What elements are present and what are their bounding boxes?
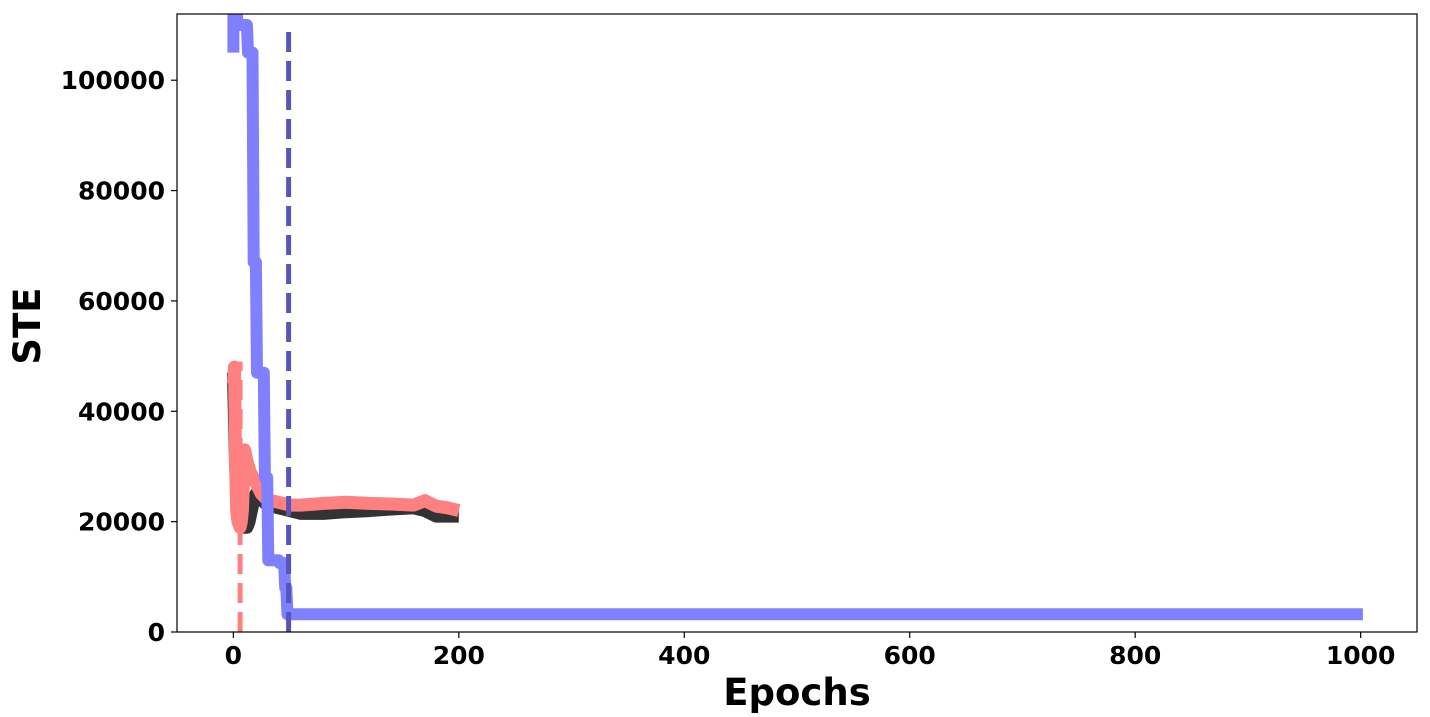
y-axis: 0 20000 40000 60000 80000 100000 — [61, 66, 177, 647]
y-tick-label: 40000 — [78, 397, 165, 426]
x-tick-label: 1000 — [1326, 641, 1396, 670]
series-layer — [226, 14, 1363, 632]
x-tick-label: 800 — [1109, 641, 1161, 670]
y-axis-label: STE — [6, 287, 49, 364]
series-line-2 — [227, 14, 1363, 621]
x-axis-label: Epochs — [723, 671, 870, 714]
x-axis: 0 200 400 600 800 1000 — [225, 632, 1396, 670]
y-tick-label: 20000 — [78, 508, 165, 537]
y-tick-label: 0 — [148, 618, 165, 647]
x-tick-label: 200 — [433, 641, 485, 670]
plot-frame — [176, 13, 1418, 633]
x-tick-label: 400 — [658, 641, 710, 670]
y-tick-label: 80000 — [78, 177, 165, 206]
y-tick-label: 100000 — [61, 66, 165, 95]
x-tick-label: 600 — [884, 641, 936, 670]
y-tick-label: 60000 — [78, 287, 165, 316]
x-tick-label: 0 — [225, 641, 242, 670]
